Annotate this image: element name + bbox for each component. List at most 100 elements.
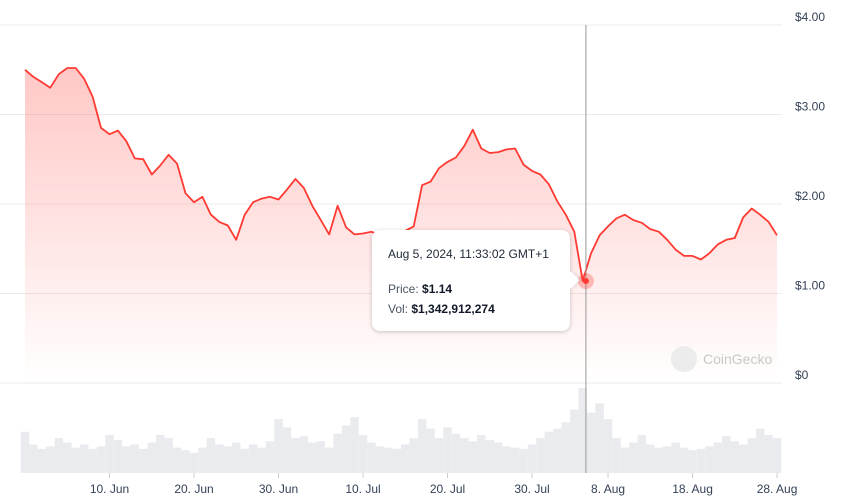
volume-bar <box>629 442 638 473</box>
volume-bar <box>54 438 64 473</box>
volume-bar <box>553 428 562 473</box>
volume-bar <box>485 440 494 473</box>
volume-bar <box>172 447 182 473</box>
volume-bar <box>671 442 680 473</box>
volume-bar <box>308 442 317 473</box>
volume-bar <box>63 442 72 473</box>
volume-bar <box>713 442 723 473</box>
volume-bars <box>20 388 782 473</box>
volume-bar <box>426 428 435 473</box>
volume-bar <box>477 434 486 473</box>
volume-bar <box>586 412 596 473</box>
volume-bar <box>646 444 655 473</box>
volume-bar <box>223 446 233 473</box>
price-area <box>25 68 778 383</box>
volume-bar <box>155 434 165 473</box>
volume-bar <box>460 438 469 473</box>
volume-bar <box>324 447 334 473</box>
volume-bar <box>206 438 216 473</box>
volume-bar <box>147 442 156 473</box>
hover-point-dot <box>582 277 589 284</box>
volume-bar <box>519 448 528 473</box>
volume-bar <box>612 438 621 473</box>
volume-bar <box>527 444 537 473</box>
volume-bar <box>730 441 740 473</box>
volume-bar <box>291 438 300 473</box>
volume-bar <box>705 446 714 473</box>
volume-bar <box>122 446 131 473</box>
volume-bar <box>232 442 241 473</box>
x-tick-label: 30. Jul <box>514 482 549 496</box>
volume-bar <box>181 450 190 473</box>
x-tick-label: 28. Aug <box>757 482 798 496</box>
volume-bar <box>679 447 689 473</box>
volume-bar <box>198 447 207 473</box>
volume-bar <box>443 427 452 473</box>
y-tick-label: $1.00 <box>795 279 825 293</box>
x-tick-label: 18. Aug <box>672 482 713 496</box>
hover-tooltip: Aug 5, 2024, 11:33:02 GMT+1 Price: $1.14… <box>372 230 570 331</box>
volume-bar <box>215 444 224 473</box>
volume-bar <box>46 446 55 473</box>
volume-bar <box>722 436 731 473</box>
volume-bar <box>570 409 579 473</box>
volume-bar <box>696 448 706 473</box>
volume-bar <box>755 428 765 473</box>
volume-bar <box>764 434 773 473</box>
vol-label: Vol: <box>388 302 409 316</box>
y-tick-label: $3.00 <box>795 100 825 114</box>
volume-bar <box>20 431 30 473</box>
volume-bar <box>350 417 359 473</box>
volume-bar <box>544 431 554 473</box>
y-tick-label: $0 <box>795 368 809 382</box>
volume-bar <box>341 425 351 473</box>
volume-bar <box>113 440 123 473</box>
volume-bar <box>434 438 444 473</box>
volume-bar <box>299 436 309 473</box>
volume-bar <box>578 388 587 473</box>
volume-bar <box>637 434 647 473</box>
volume-bar <box>417 419 427 473</box>
volume-bar <box>240 448 249 473</box>
volume-bar <box>654 447 663 473</box>
volume-bar <box>358 434 368 473</box>
vol-value: $1,342,912,274 <box>411 302 495 316</box>
volume-bar <box>739 444 748 473</box>
volume-bar <box>130 444 140 473</box>
volume-bar <box>375 446 385 473</box>
volume-bar <box>139 448 148 473</box>
coingecko-logo-icon <box>671 346 697 372</box>
volume-bar <box>37 448 47 473</box>
volume-bar <box>105 434 114 473</box>
tooltip-price: Price: $1.14 <box>388 282 452 296</box>
volume-bar <box>772 438 782 473</box>
volume-bar <box>688 450 697 473</box>
volume-bar <box>265 441 275 473</box>
tooltip-date: Aug 5, 2024, 11:33:02 GMT+1 <box>388 247 549 261</box>
volume-bar <box>88 448 97 473</box>
x-tick-label: 30. Jun <box>259 482 298 496</box>
volume-bar <box>536 438 545 473</box>
volume-bar <box>510 447 520 473</box>
volume-bar <box>468 441 478 473</box>
x-tick-label: 8. Aug <box>591 482 625 496</box>
price-value: $1.14 <box>422 282 453 296</box>
volume-bar <box>401 444 410 473</box>
volume-bar <box>248 444 258 473</box>
coingecko-watermark: CoinGecko <box>671 346 772 372</box>
x-tick-label: 10. Jul <box>345 482 380 496</box>
y-axis: $0 $1.00 $2.00 $3.00 $4.00 <box>795 10 825 382</box>
x-tick-label: 20. Jun <box>174 482 213 496</box>
volume-bar <box>96 446 106 473</box>
volume-bar <box>316 441 325 473</box>
volume-bar <box>451 433 461 473</box>
volume-bar <box>333 433 342 473</box>
volume-bar <box>282 427 292 473</box>
tooltip-volume: Vol: $1,342,912,274 <box>388 302 495 316</box>
volume-bar <box>79 444 89 473</box>
volume-bar <box>257 447 266 473</box>
volume-bar <box>561 422 571 473</box>
volume-bar <box>71 447 80 473</box>
volume-bar <box>29 444 38 473</box>
